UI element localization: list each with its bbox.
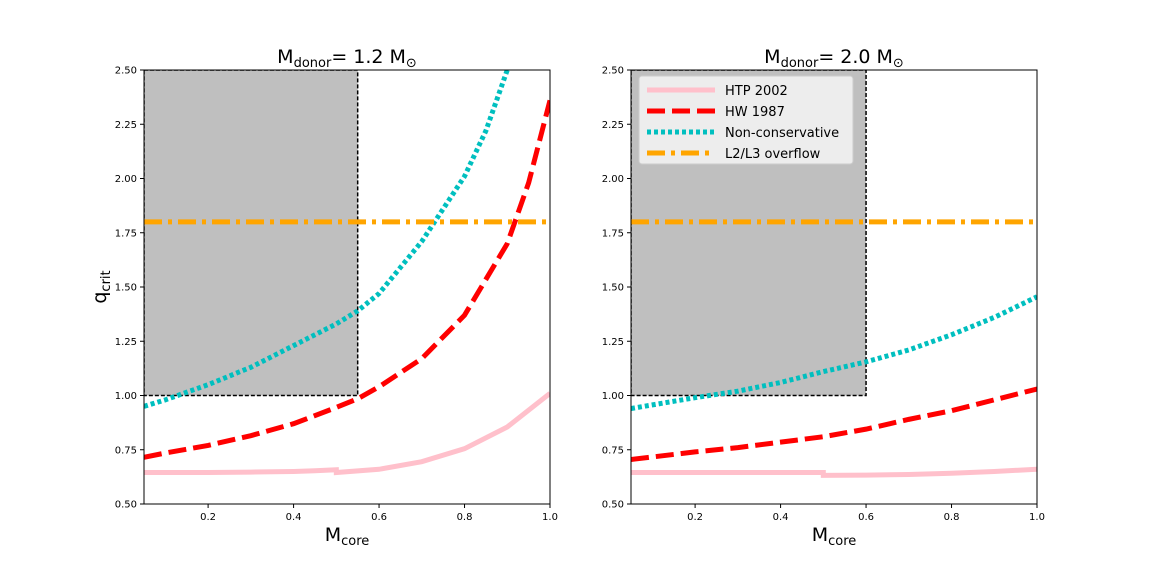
legend-label: Non-conservative: [725, 126, 839, 141]
x-tick-label: 0.2: [687, 512, 703, 523]
x-tick-label: 0.6: [858, 512, 874, 523]
series-line-non-conservative: [144, 70, 510, 409]
legend-label: HW 1987: [725, 105, 785, 120]
series-line-hw-1987: [144, 99, 550, 460]
y-tick-label: 1.75: [115, 228, 137, 239]
y-tick-label: 2.25: [115, 120, 137, 131]
x-tick-label: 0.8: [457, 512, 473, 523]
series-line-hw-1987: [631, 386, 1037, 462]
x-tick-label: 0.4: [286, 512, 302, 523]
x-tick-label: 0.6: [371, 512, 387, 523]
legend-label: HTP 2002: [725, 84, 788, 99]
shaded-region: [144, 70, 359, 397]
y-tick-label: 1.75: [602, 228, 624, 239]
right-panel-title: Mdonor= 2.0 M⊙: [764, 46, 904, 71]
left-panel-title: Mdonor= 1.2 M⊙: [277, 46, 417, 71]
x-tick-label: 0.4: [773, 512, 789, 523]
x-tick-label: 1.0: [1029, 512, 1045, 523]
right-panel: Mdonor= 2.0 M⊙ Mcore 0.2 0.4 0.6 0.8 1.0 0.50…: [602, 46, 1045, 549]
y-tick-label: 0.75: [602, 445, 624, 456]
y-tick-label: 1.00: [602, 391, 624, 402]
x-tick-label: 0.8: [944, 512, 960, 523]
y-tick-label: 2.00: [115, 174, 137, 185]
y-tick-label: 2.25: [602, 120, 624, 131]
right-panel-xlabel: Mcore: [812, 524, 857, 549]
y-tick-label: 0.75: [115, 445, 137, 456]
x-tick-label: 0.2: [200, 512, 216, 523]
y-tick-label: 0.50: [602, 500, 624, 511]
y-tick-label: 1.25: [115, 337, 137, 348]
x-tick-label: 1.0: [542, 512, 558, 523]
y-tick-label: 2.00: [602, 174, 624, 185]
y-tick-label: 2.50: [115, 66, 137, 77]
legend-label: L2/L3 overflow: [725, 147, 821, 162]
left-panel-xlabel: Mcore: [325, 524, 370, 549]
y-tick-label: 1.00: [115, 391, 137, 402]
left-panel-ylabel: qcrit: [89, 270, 114, 303]
series-line-htp-2002: [631, 466, 1037, 478]
series-line-htp-2002: [144, 391, 550, 476]
series-line-non-conservative: [631, 294, 1037, 411]
left-panel: Mdonor= 1.2 M⊙ Mcore qcrit 0.2 0.4 0.6 0.8 1…: [89, 46, 558, 549]
y-tick-label: 1.50: [115, 283, 137, 294]
legend-box: [638, 75, 854, 165]
y-tick-label: 0.50: [115, 500, 137, 511]
y-tick-label: 1.25: [602, 337, 624, 348]
y-tick-label: 2.50: [602, 66, 624, 77]
y-tick-label: 1.50: [602, 283, 624, 294]
